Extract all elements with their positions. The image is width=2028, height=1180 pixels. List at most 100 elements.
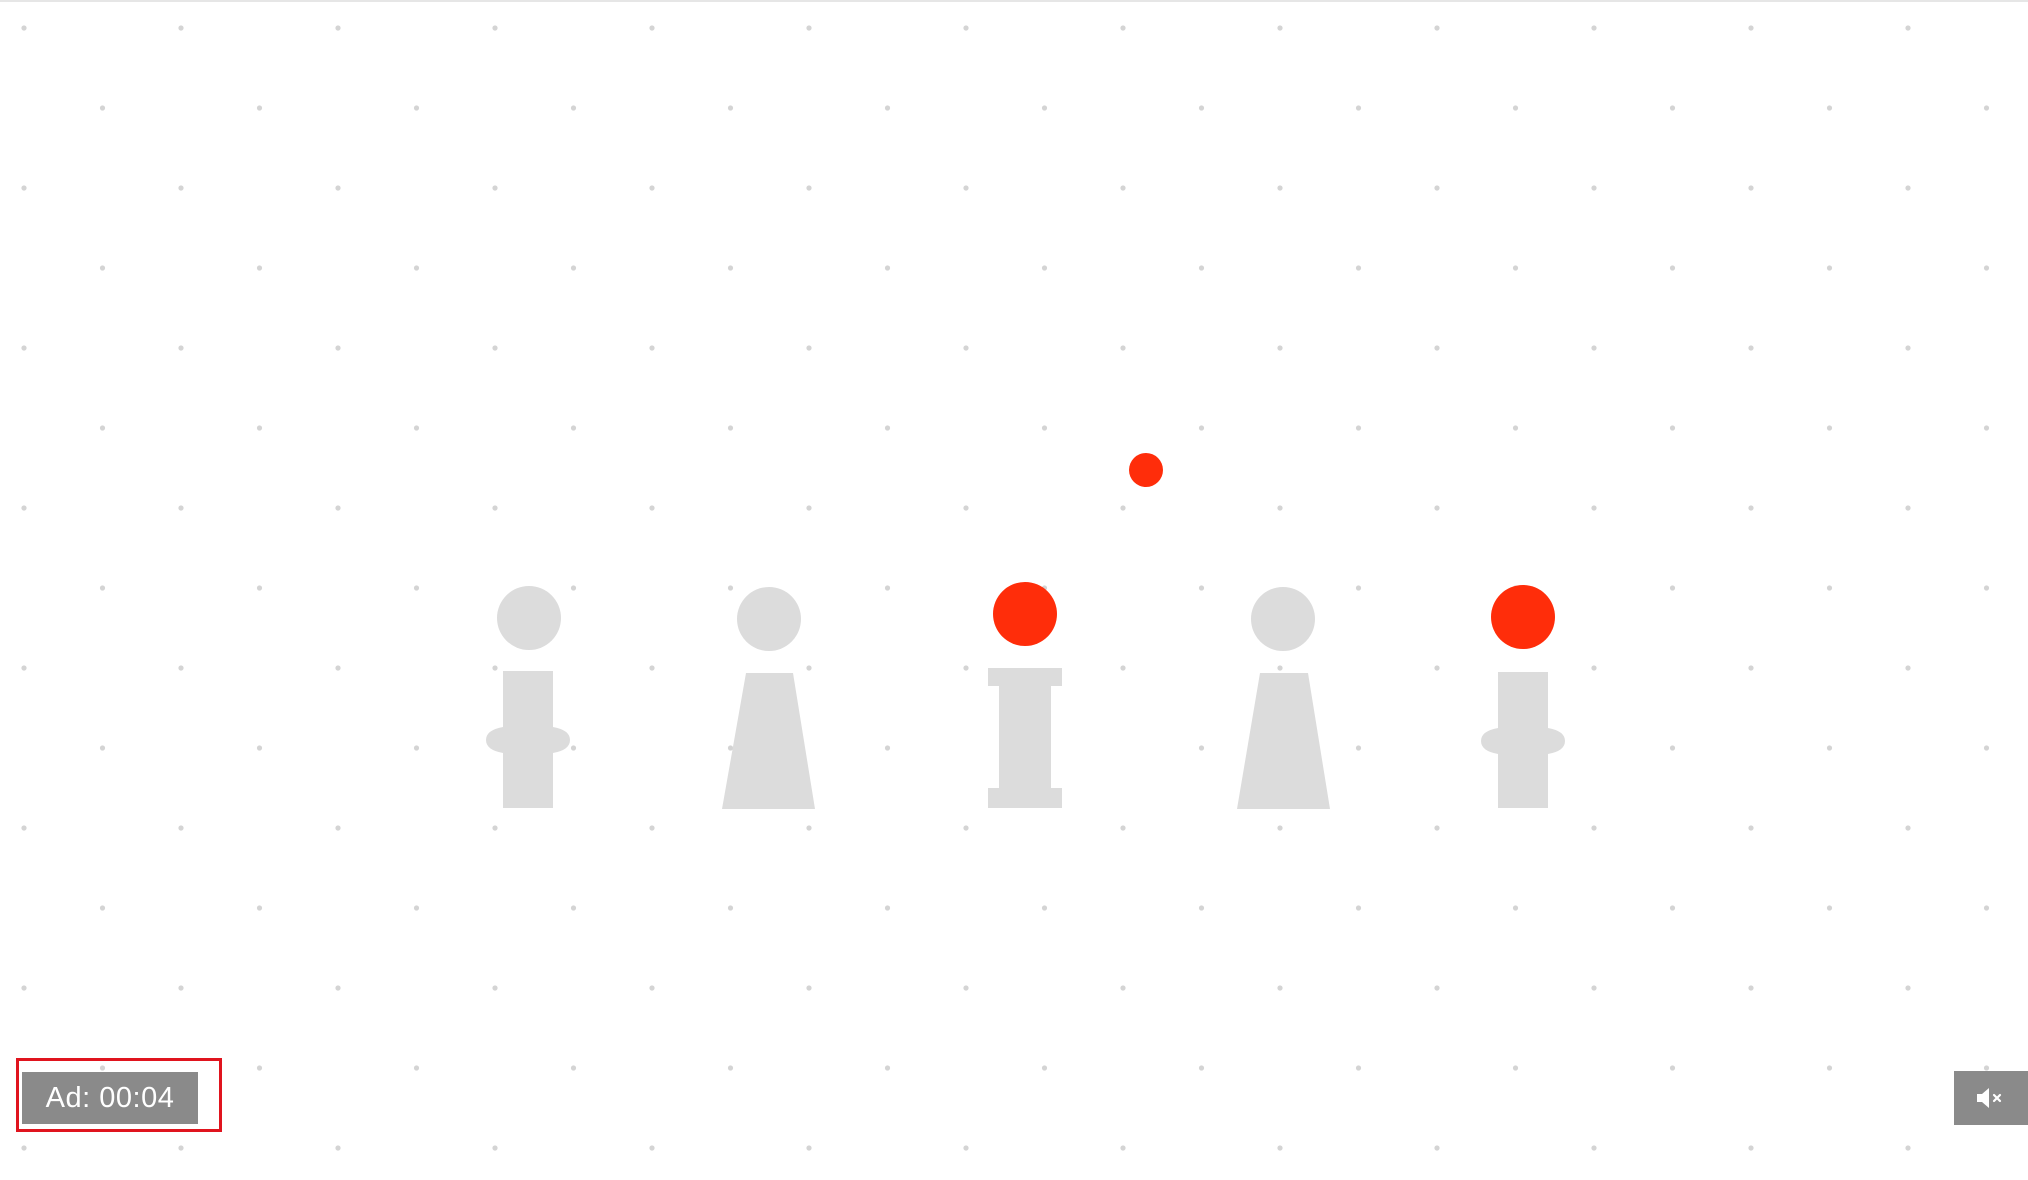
grid-dot — [1199, 585, 1204, 590]
grid-dot — [492, 985, 497, 990]
grid-dot — [728, 105, 733, 110]
grid-dot — [1120, 25, 1125, 30]
grid-dot — [1042, 265, 1047, 270]
grid-dot — [21, 665, 26, 670]
dot-grid-background — [21, 25, 1989, 1150]
grid-dot — [649, 505, 654, 510]
grid-dot — [1120, 825, 1125, 830]
grid-dot — [806, 185, 811, 190]
grid-dot — [1591, 825, 1596, 830]
ad-countdown-badge: Ad: 00:04 — [22, 1072, 198, 1124]
grid-dot — [1591, 505, 1596, 510]
grid-dot — [1513, 105, 1518, 110]
grid-dot — [649, 985, 654, 990]
grid-dot — [1591, 665, 1596, 670]
grid-dot — [1434, 665, 1439, 670]
grid-dot — [492, 345, 497, 350]
grid-dot — [1434, 345, 1439, 350]
grid-dot — [963, 505, 968, 510]
grid-dot — [1905, 25, 1910, 30]
grid-dot — [257, 425, 262, 430]
grid-dot — [335, 345, 340, 350]
grid-dot — [885, 265, 890, 270]
grid-dot — [492, 665, 497, 670]
grid-dot — [335, 1145, 340, 1150]
grid-dot — [1434, 985, 1439, 990]
grid-dot — [1199, 425, 1204, 430]
grid-dot — [1984, 905, 1989, 910]
grid-dot — [1984, 105, 1989, 110]
grid-dot — [728, 585, 733, 590]
grid-dot — [1670, 745, 1675, 750]
figure-gray-1 — [486, 586, 570, 808]
grid-dot — [257, 745, 262, 750]
grid-dot — [1984, 425, 1989, 430]
grid-dot — [1591, 985, 1596, 990]
grid-dot — [178, 185, 183, 190]
grid-dot — [1984, 585, 1989, 590]
grid-dot — [649, 665, 654, 670]
grid-dot — [1277, 185, 1282, 190]
grid-dot — [1120, 665, 1125, 670]
grid-dot — [1748, 985, 1753, 990]
grid-dot — [963, 985, 968, 990]
grid-dot — [1591, 345, 1596, 350]
grid-dot — [1748, 665, 1753, 670]
grid-dot — [571, 105, 576, 110]
grid-dot — [1984, 265, 1989, 270]
grid-dot — [335, 25, 340, 30]
grid-dot — [571, 745, 576, 750]
grid-dot — [21, 505, 26, 510]
grid-dot — [1748, 345, 1753, 350]
grid-dot — [335, 985, 340, 990]
mute-button[interactable] — [1954, 1071, 2028, 1125]
grid-dot — [1513, 905, 1518, 910]
grid-dot — [335, 505, 340, 510]
grid-dot — [1905, 505, 1910, 510]
grid-dot — [806, 1145, 811, 1150]
figure-gray-3 — [1237, 587, 1330, 809]
grid-dot — [1042, 425, 1047, 430]
grid-dot — [414, 585, 419, 590]
grid-dot — [21, 25, 26, 30]
grid-dot — [963, 25, 968, 30]
grid-dot — [1905, 1145, 1910, 1150]
grid-dot — [492, 185, 497, 190]
grid-dot — [21, 345, 26, 350]
grid-dot — [1670, 425, 1675, 430]
grid-dot — [1513, 425, 1518, 430]
grid-dot — [100, 425, 105, 430]
grid-dot — [1120, 185, 1125, 190]
grid-dot — [257, 265, 262, 270]
grid-dot — [1748, 825, 1753, 830]
grid-dot — [1120, 1145, 1125, 1150]
grid-dot — [885, 905, 890, 910]
grid-dot — [1277, 25, 1282, 30]
grid-dot — [806, 665, 811, 670]
grid-dot — [728, 745, 733, 750]
grid-dot — [1199, 905, 1204, 910]
grid-dot — [335, 665, 340, 670]
grid-dot — [1356, 1065, 1361, 1070]
grid-dot — [335, 825, 340, 830]
grid-dot — [1670, 105, 1675, 110]
grid-dot — [963, 825, 968, 830]
grid-dot — [728, 1065, 733, 1070]
grid-dot — [1356, 585, 1361, 590]
grid-dot — [414, 745, 419, 750]
grid-dot — [1591, 1145, 1596, 1150]
grid-dot — [1748, 185, 1753, 190]
grid-dot — [1984, 1065, 1989, 1070]
grid-dot — [649, 25, 654, 30]
grid-dot — [1670, 265, 1675, 270]
grid-dot — [178, 665, 183, 670]
grid-dot — [885, 1065, 890, 1070]
grid-dot — [492, 25, 497, 30]
grid-dot — [257, 1065, 262, 1070]
grid-dot — [100, 905, 105, 910]
grid-dot — [1277, 1145, 1282, 1150]
grid-dot — [963, 1145, 968, 1150]
grid-dot — [100, 585, 105, 590]
